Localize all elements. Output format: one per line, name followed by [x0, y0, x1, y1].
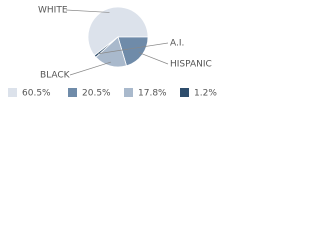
leader-line — [98, 42, 169, 55]
leader-line — [69, 61, 112, 76]
legend-swatch — [180, 88, 189, 97]
legend-swatch — [68, 88, 77, 97]
slice-label: BLACK — [40, 71, 71, 81]
slice-label: A.I. — [170, 39, 184, 49]
slice-label: WHITE — [38, 6, 68, 16]
leader-line — [138, 52, 169, 65]
legend-label: 20.5% — [82, 89, 111, 99]
legend-label: 60.5% — [22, 89, 51, 99]
chart: WHITE HISPANIC BLACK A.I. 60.5% 20.5% 17.8% 1.2… — [8, 6, 217, 99]
legend-label: 17.8% — [138, 89, 167, 99]
leader-line — [65, 9, 110, 13]
pie-slice — [87, 6, 149, 57]
pie-slice — [117, 36, 149, 67]
legend-label: 1.2% — [194, 89, 217, 99]
legend-swatch — [8, 88, 17, 97]
pie-slice — [93, 36, 119, 58]
slice-label: HISPANIC — [170, 60, 212, 70]
legend-swatch — [124, 88, 133, 97]
